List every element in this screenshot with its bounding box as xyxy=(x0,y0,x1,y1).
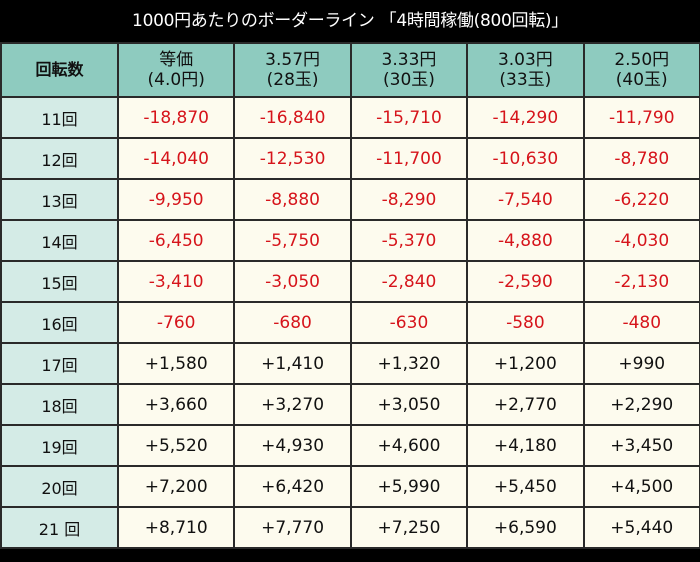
rate-label: 3.57円 xyxy=(265,50,321,70)
row-label-spins: 14回 xyxy=(0,219,119,262)
row-label-spins: 17回 xyxy=(0,342,119,385)
value-cell-negative: -6,450 xyxy=(116,219,236,262)
row-label-spins: 13回 xyxy=(0,178,119,221)
value-cell-positive: +3,050 xyxy=(349,383,469,426)
column-header-rate: 2.50円 (40玉) xyxy=(582,42,700,98)
row-label-spins: 21 回 xyxy=(0,506,119,549)
value-cell-positive: +1,320 xyxy=(349,342,469,385)
value-cell-negative: -10,630 xyxy=(466,137,585,180)
value-cell-positive: +2,290 xyxy=(582,383,700,426)
rate-sublabel: (4.0円) xyxy=(147,70,205,90)
value-cell-negative: -18,870 xyxy=(116,96,236,139)
value-cell-positive: +8,710 xyxy=(116,506,236,549)
value-cell-positive: +3,270 xyxy=(233,383,352,426)
value-cell-positive: +4,500 xyxy=(582,465,700,508)
value-cell-positive: +4,180 xyxy=(466,424,585,467)
value-cell-negative: -11,700 xyxy=(349,137,469,180)
table-row: 17回 +1,580 +1,410 +1,320 +1,200 +990 xyxy=(0,342,700,385)
value-cell-negative: -9,950 xyxy=(116,178,236,221)
row-label-spins: 18回 xyxy=(0,383,119,426)
value-cell-negative: -2,130 xyxy=(582,260,700,303)
value-cell-positive: +6,590 xyxy=(466,506,585,549)
value-cell-negative: -2,590 xyxy=(466,260,585,303)
value-cell-negative: -580 xyxy=(466,301,585,344)
border-line-table: 回転数 等価 (4.0円) 3.57円 (28玉) 3.33円 (30玉) 3.03円… xyxy=(0,42,700,549)
value-cell-positive: +7,200 xyxy=(116,465,236,508)
value-cell-positive: +3,660 xyxy=(116,383,236,426)
table-row: 15回 -3,410 -3,050 -2,840 -2,590 -2,130 xyxy=(0,260,700,303)
table-row: 12回 -14,040 -12,530 -11,700 -10,630 -8,780 xyxy=(0,137,700,180)
value-cell-negative: -14,290 xyxy=(466,96,585,139)
row-label-spins: 12回 xyxy=(0,137,119,180)
value-cell-negative: -8,780 xyxy=(582,137,700,180)
value-cell-positive: +1,200 xyxy=(466,342,585,385)
table-row: 21 回 +8,710 +7,770 +7,250 +6,590 +5,440 xyxy=(0,506,700,549)
table-row: 13回 -9,950 -8,880 -8,290 -7,540 -6,220 xyxy=(0,178,700,221)
table-row: 14回 -6,450 -5,750 -5,370 -4,880 -4,030 xyxy=(0,219,700,262)
value-cell-positive: +3,450 xyxy=(582,424,700,467)
value-cell-negative: -680 xyxy=(233,301,352,344)
value-cell-negative: -11,790 xyxy=(582,96,700,139)
value-cell-negative: -4,030 xyxy=(582,219,700,262)
value-cell-positive: +1,580 xyxy=(116,342,236,385)
value-cell-positive: +6,420 xyxy=(233,465,352,508)
table-row: 16回 -760 -680 -630 -580 -480 xyxy=(0,301,700,344)
value-cell-negative: -16,840 xyxy=(233,96,352,139)
rate-label: 3.03円 xyxy=(497,50,553,70)
value-cell-negative: -760 xyxy=(116,301,236,344)
value-cell-negative: -8,880 xyxy=(233,178,352,221)
table-body: 11回 -18,870 -16,840 -15,710 -14,290 -11,790 12… xyxy=(0,96,700,549)
value-cell-positive: +4,600 xyxy=(349,424,469,467)
value-cell-negative: -14,040 xyxy=(116,137,236,180)
rate-label: 2.50円 xyxy=(614,50,670,70)
value-cell-positive: +5,450 xyxy=(466,465,585,508)
value-cell-positive: +5,990 xyxy=(349,465,469,508)
value-cell-negative: -3,050 xyxy=(233,260,352,303)
value-cell-negative: -5,750 xyxy=(233,219,352,262)
header-row: 回転数 等価 (4.0円) 3.57円 (28玉) 3.33円 (30玉) 3.03円… xyxy=(0,42,700,98)
value-cell-negative: -12,530 xyxy=(233,137,352,180)
table-title: 1000円あたりのボーダーライン 「4時間稼働(800回転)」 xyxy=(132,11,568,31)
rate-sublabel: (30玉) xyxy=(383,70,435,90)
column-header-rate: 3.03円 (33玉) xyxy=(466,42,585,98)
rate-label: 3.33円 xyxy=(381,50,437,70)
value-cell-negative: -480 xyxy=(582,301,700,344)
value-cell-negative: -2,840 xyxy=(349,260,469,303)
value-cell-positive: +5,520 xyxy=(116,424,236,467)
value-cell-negative: -15,710 xyxy=(349,96,469,139)
value-cell-negative: -7,540 xyxy=(466,178,585,221)
value-cell-positive: +2,770 xyxy=(466,383,585,426)
row-label-spins: 19回 xyxy=(0,424,119,467)
table-row: 20回 +7,200 +6,420 +5,990 +5,450 +4,500 xyxy=(0,465,700,508)
table-row: 11回 -18,870 -16,840 -15,710 -14,290 -11,790 xyxy=(0,96,700,139)
column-header-spins: 回転数 xyxy=(0,42,119,98)
value-cell-negative: -5,370 xyxy=(349,219,469,262)
column-header-rate: 等価 (4.0円) xyxy=(116,42,236,98)
rate-label: 等価 xyxy=(159,50,194,70)
value-cell-negative: -630 xyxy=(349,301,469,344)
value-cell-negative: -6,220 xyxy=(582,178,700,221)
row-label-spins: 16回 xyxy=(0,301,119,344)
row-label-spins: 15回 xyxy=(0,260,119,303)
value-cell-positive: +7,250 xyxy=(349,506,469,549)
table-row: 19回 +5,520 +4,930 +4,600 +4,180 +3,450 xyxy=(0,424,700,467)
column-header-rate: 3.33円 (30玉) xyxy=(349,42,469,98)
row-label-spins: 20回 xyxy=(0,465,119,508)
value-cell-negative: -3,410 xyxy=(116,260,236,303)
rate-sublabel: (28玉) xyxy=(266,70,319,90)
value-cell-positive: +4,930 xyxy=(233,424,352,467)
rate-sublabel: (40玉) xyxy=(615,70,668,90)
row-label-spins: 11回 xyxy=(0,96,119,139)
value-cell-negative: -4,880 xyxy=(466,219,585,262)
value-cell-negative: -8,290 xyxy=(349,178,469,221)
rate-sublabel: (33玉) xyxy=(499,70,552,90)
value-cell-positive: +1,410 xyxy=(233,342,352,385)
value-cell-positive: +5,440 xyxy=(582,506,700,549)
column-header-rate: 3.57円 (28玉) xyxy=(233,42,352,98)
value-cell-positive: +990 xyxy=(582,342,700,385)
table-row: 18回 +3,660 +3,270 +3,050 +2,770 +2,290 xyxy=(0,383,700,426)
value-cell-positive: +7,770 xyxy=(233,506,352,549)
